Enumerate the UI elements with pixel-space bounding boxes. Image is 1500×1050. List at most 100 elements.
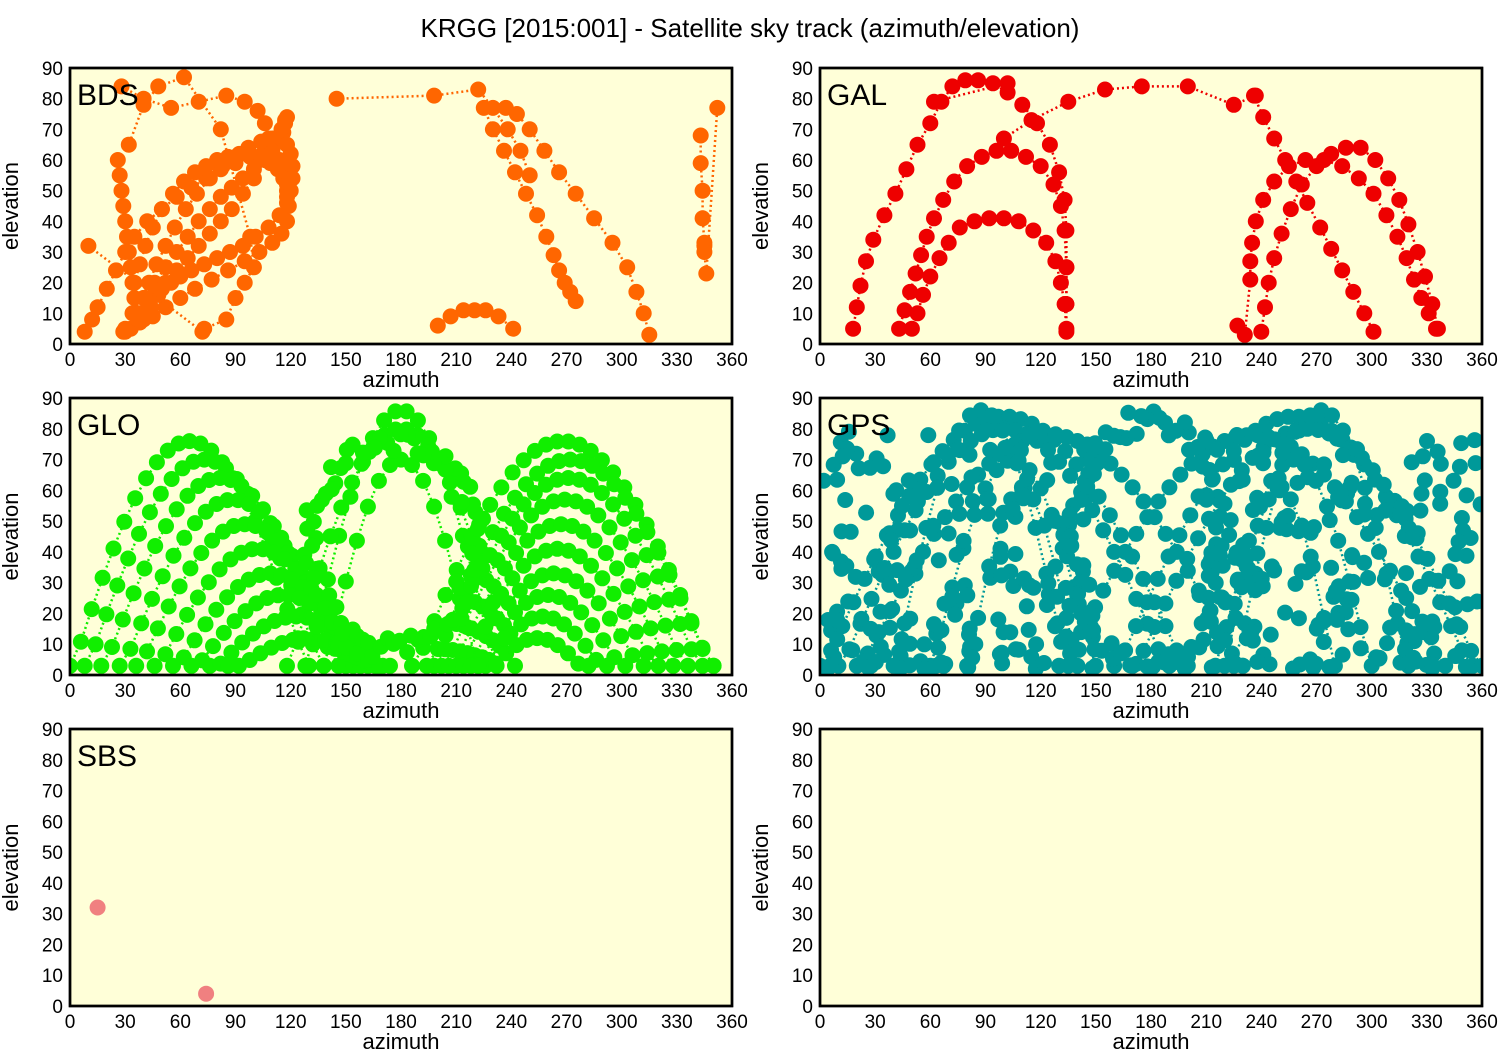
track-point <box>409 445 426 462</box>
track-point <box>1007 546 1024 562</box>
track-point <box>1447 546 1464 563</box>
track-point <box>1056 296 1073 313</box>
plot-area <box>818 66 1484 346</box>
y-tick-label: 30 <box>42 243 63 264</box>
track-point <box>157 237 174 254</box>
x-tick-label: 330 <box>661 350 693 371</box>
x-tick-label: 240 <box>495 350 527 371</box>
track-point <box>245 259 262 276</box>
track-point <box>694 182 711 199</box>
track-point <box>1321 659 1338 675</box>
y-tick-label: 40 <box>42 543 63 564</box>
track-point <box>1133 78 1150 95</box>
track-point <box>929 467 946 484</box>
track-point <box>1412 578 1428 595</box>
x-tick-label: 150 <box>330 350 362 371</box>
track-point <box>496 142 512 159</box>
panel-empty: 0 30 60 90 120 150 180 210 240 270 300 330 360 0 10 20 3… <box>748 720 1498 1050</box>
track-point <box>1010 213 1027 230</box>
track-point <box>606 476 623 493</box>
x-tick-label: 240 <box>1245 350 1277 371</box>
track-point <box>271 207 288 224</box>
track-point <box>966 213 983 230</box>
track-point <box>1246 87 1262 104</box>
track-point <box>852 277 869 294</box>
track-point <box>209 250 226 267</box>
x-tick-label: 120 <box>275 681 307 702</box>
track-point <box>251 503 268 520</box>
track-point <box>322 528 339 545</box>
track-point <box>915 286 931 303</box>
x-tick-label: 270 <box>551 350 583 371</box>
y-tick-label: 50 <box>792 512 813 533</box>
y-tick-label: 80 <box>42 751 63 772</box>
track-point <box>913 247 930 264</box>
track-point <box>459 594 476 611</box>
track-point <box>951 422 968 439</box>
track-point <box>536 142 553 159</box>
track-point <box>940 446 957 463</box>
track-point <box>1266 130 1283 147</box>
track-point <box>1337 139 1354 156</box>
track-point <box>948 546 965 563</box>
track-point <box>1239 548 1256 565</box>
y-tick-label: 70 <box>42 451 63 472</box>
y-tick-label: 60 <box>42 812 63 833</box>
track-point <box>963 469 980 486</box>
track-point <box>289 630 306 647</box>
track-point <box>595 465 612 482</box>
track-point <box>575 523 592 540</box>
x-tick-label: 30 <box>115 681 136 702</box>
track-point <box>1360 570 1377 586</box>
track-point <box>190 213 207 230</box>
x-tick-label: 0 <box>65 1012 76 1033</box>
x-tick-label: 360 <box>716 681 748 702</box>
track-point <box>584 617 601 634</box>
track-point <box>109 152 126 168</box>
x-tick-label: 270 <box>551 681 583 702</box>
track-point <box>1057 579 1074 596</box>
track-point <box>1380 170 1397 187</box>
x-tick-label: 300 <box>606 1012 638 1033</box>
track-point <box>970 72 987 89</box>
y-tick-label: 0 <box>52 666 63 687</box>
track-point <box>1225 96 1242 113</box>
constellation-label: GPS <box>827 409 890 442</box>
track-point <box>136 560 153 577</box>
track-point <box>337 573 354 590</box>
x-tick-label: 360 <box>716 350 748 371</box>
x-tick-label: 180 <box>1135 350 1167 371</box>
track-point <box>89 899 106 916</box>
track-point <box>179 606 196 623</box>
track-point <box>1075 511 1092 528</box>
track-point <box>282 145 299 162</box>
track-point <box>1420 305 1437 322</box>
track-point <box>1209 441 1226 458</box>
x-tick-label: 30 <box>115 350 136 371</box>
track-point <box>649 568 666 585</box>
track-point <box>1225 451 1242 468</box>
track-point <box>613 628 630 645</box>
track-point <box>204 532 221 549</box>
track-point <box>937 509 953 526</box>
track-point <box>1025 579 1042 596</box>
y-tick-label: 50 <box>42 512 63 533</box>
track-point <box>887 185 904 202</box>
track-point <box>117 213 134 230</box>
track-point <box>990 611 1007 628</box>
plot-marks <box>70 403 722 674</box>
x-tick-label: 30 <box>865 1012 886 1033</box>
track-point <box>105 540 122 557</box>
track-point <box>1190 530 1207 547</box>
track-point <box>236 93 253 110</box>
track-point <box>152 485 169 502</box>
track-point <box>992 540 1009 557</box>
track-point <box>995 624 1012 641</box>
track-point <box>620 578 637 595</box>
track-point <box>1298 564 1315 581</box>
track-point <box>276 551 293 568</box>
track-point <box>586 532 603 549</box>
track-point <box>1157 525 1174 542</box>
x-tick-label: 0 <box>815 681 826 702</box>
constellation-label: GLO <box>77 409 140 442</box>
